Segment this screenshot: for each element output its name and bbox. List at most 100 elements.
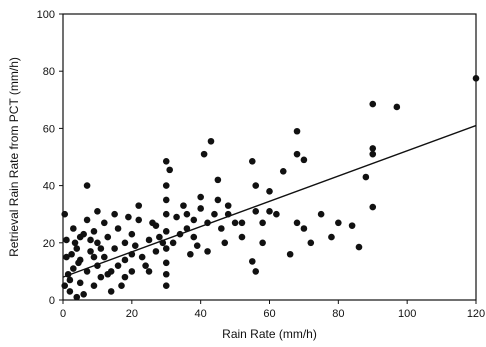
- data-point: [317, 210, 325, 218]
- data-point: [328, 233, 335, 241]
- data-point: [355, 243, 363, 251]
- data-point: [111, 245, 118, 252]
- data-point: [207, 137, 215, 145]
- y-tick-label: 60: [43, 123, 55, 135]
- x-tick-label: 0: [60, 308, 66, 320]
- x-tick-label: 80: [332, 308, 344, 320]
- data-point: [90, 228, 98, 235]
- data-point: [162, 228, 170, 235]
- data-point: [238, 219, 246, 227]
- y-tick-label: 80: [43, 66, 55, 78]
- data-point: [121, 273, 129, 281]
- ticks-layer: 0 20 40 60 80 100 120 0 20 40 60 80 100: [37, 9, 486, 320]
- data-point: [94, 239, 101, 247]
- data-point: [73, 293, 81, 301]
- data-point: [279, 168, 287, 175]
- data-point: [83, 268, 91, 275]
- data-point: [369, 100, 377, 108]
- regression-line: [62, 124, 477, 278]
- data-point: [224, 202, 232, 209]
- data-point: [259, 239, 266, 247]
- x-tick-label: 120: [467, 308, 485, 320]
- data-point: [128, 230, 136, 238]
- data-point: [252, 208, 260, 215]
- data-point: [101, 253, 108, 261]
- data-point: [252, 182, 260, 189]
- data-point: [87, 248, 94, 255]
- data-point: [369, 145, 377, 152]
- data-point: [63, 236, 70, 244]
- data-point: [180, 202, 187, 209]
- data-point: [73, 245, 81, 252]
- data-point: [362, 173, 370, 181]
- data-point: [369, 150, 377, 158]
- y-tick-label: 40: [43, 181, 55, 193]
- data-point: [162, 270, 170, 278]
- data-point: [80, 290, 87, 298]
- data-point: [75, 259, 82, 267]
- y-axis-label: Retrieval Rain Rate from PCT (mm/h): [7, 57, 21, 257]
- data-point: [71, 239, 79, 247]
- data-point: [214, 196, 222, 204]
- data-point: [393, 103, 401, 111]
- data-point: [286, 250, 294, 258]
- x-axis-label: Rain Rate (mm/h): [222, 327, 317, 341]
- data-point: [101, 219, 108, 227]
- data-point: [273, 210, 280, 218]
- data-point: [104, 270, 112, 278]
- data-point: [90, 253, 98, 261]
- data-point: [293, 150, 301, 158]
- data-point: [121, 256, 129, 264]
- data-point: [66, 288, 74, 295]
- data-point: [80, 230, 87, 238]
- data-point: [128, 268, 136, 275]
- data-point: [162, 282, 170, 290]
- data-point: [145, 268, 153, 275]
- data-point: [259, 219, 266, 227]
- data-point: [183, 225, 191, 232]
- data-point: [248, 157, 256, 165]
- data-point: [66, 276, 74, 284]
- data-point: [190, 216, 198, 224]
- data-point: [183, 210, 191, 218]
- data-point: [63, 253, 70, 261]
- data-point: [114, 262, 122, 269]
- data-point: [200, 150, 208, 158]
- y-tick-label: 20: [43, 238, 55, 250]
- data-point: [138, 253, 146, 261]
- data-point: [68, 250, 75, 258]
- data-point: [162, 245, 170, 252]
- data-point: [70, 225, 77, 232]
- data-point: [231, 219, 239, 227]
- data-point: [83, 182, 91, 189]
- data-point: [125, 213, 132, 221]
- data-point: [94, 208, 101, 215]
- y-tick-label: 100: [37, 9, 55, 21]
- data-point: [111, 210, 118, 218]
- data-point: [162, 157, 170, 165]
- data-point: [218, 225, 225, 232]
- y-tick-label: 0: [49, 295, 55, 307]
- data-point: [162, 182, 170, 189]
- data-point: [97, 273, 105, 281]
- data-point: [135, 202, 143, 209]
- data-point: [107, 288, 115, 295]
- data-point: [142, 262, 149, 269]
- data-point: [266, 208, 273, 215]
- data-point: [145, 236, 153, 244]
- data-point: [104, 233, 112, 241]
- data-point: [335, 219, 342, 227]
- data-point: [162, 210, 170, 218]
- data-point: [118, 282, 125, 290]
- x-tick-label: 20: [126, 308, 138, 320]
- x-tick-label: 40: [195, 308, 207, 320]
- data-point: [121, 239, 129, 247]
- data-point: [307, 239, 315, 247]
- data-point: [193, 242, 201, 249]
- data-point: [369, 203, 377, 211]
- data-point: [152, 222, 160, 229]
- data-point: [152, 248, 160, 255]
- x-tick-label: 100: [398, 308, 416, 320]
